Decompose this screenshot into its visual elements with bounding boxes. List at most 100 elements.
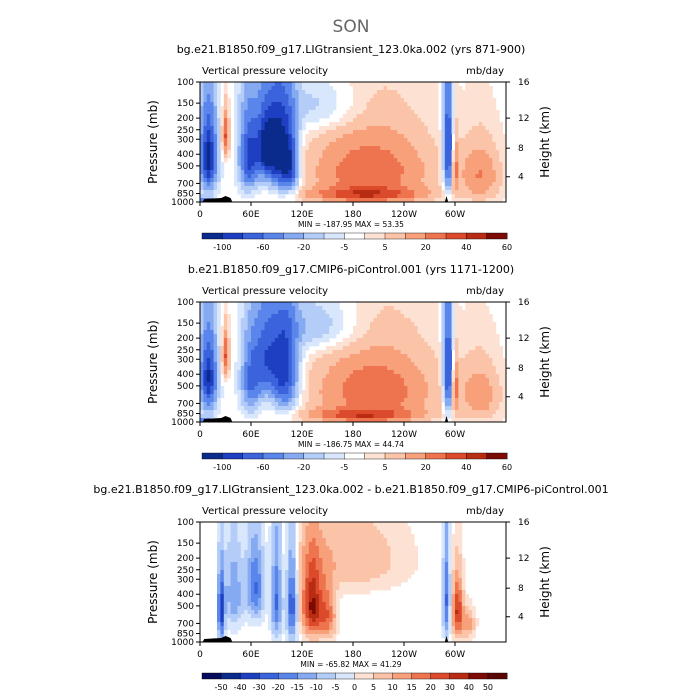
field-cell [410, 334, 415, 339]
field-cell [278, 118, 282, 123]
field-cell [431, 318, 435, 323]
field-cell [213, 366, 218, 371]
field-cell [254, 86, 259, 91]
field-cell [451, 118, 456, 123]
field-cell [223, 110, 228, 115]
field-cell [295, 122, 299, 127]
field-cell [434, 334, 439, 339]
field-cell [281, 310, 286, 315]
field-cell [353, 406, 357, 411]
field-cell [366, 350, 371, 355]
field-cell [288, 94, 293, 99]
field-cell [414, 186, 418, 191]
field-cell [376, 106, 381, 111]
field-cell [234, 150, 238, 155]
field-cell [478, 126, 483, 131]
field-cell [458, 198, 463, 203]
field-cell [210, 130, 214, 135]
field-cell [455, 394, 459, 399]
field-cell [268, 370, 272, 375]
field-cell [308, 334, 313, 339]
field-cell [438, 162, 442, 167]
field-cell [322, 98, 327, 103]
field-cell [390, 194, 395, 199]
field-cell [421, 94, 425, 99]
field-cell [461, 410, 466, 415]
field-cell [251, 394, 255, 399]
field-cell [210, 182, 214, 187]
field-cell [213, 394, 218, 399]
field-cell [421, 138, 425, 143]
field-cell [421, 418, 425, 423]
field-cell [339, 406, 344, 411]
field-cell [305, 318, 310, 323]
field-cell [298, 362, 303, 367]
field-cell [451, 170, 456, 175]
field-cell [325, 410, 330, 415]
field-cell [465, 302, 469, 307]
field-cell [414, 86, 418, 91]
field-cell [397, 362, 401, 367]
field-cell [356, 178, 361, 183]
field-cell [336, 126, 340, 131]
field-cell [353, 98, 357, 103]
field-cell [438, 138, 442, 143]
topography-andes [444, 196, 449, 202]
field-cell [495, 146, 500, 151]
field-cell [336, 142, 340, 147]
field-cell [234, 106, 238, 111]
field-cell [227, 142, 231, 147]
field-cell [244, 122, 248, 127]
field-cell [247, 98, 252, 103]
field-cell [315, 94, 320, 99]
field-cell [478, 350, 483, 355]
field-cell [499, 162, 503, 167]
field-cell [237, 314, 242, 319]
field-cell [305, 182, 310, 187]
field-cell [329, 198, 333, 203]
field-cell [492, 122, 497, 127]
field-cell [427, 382, 432, 387]
field-cell [499, 178, 503, 183]
field-cell [251, 94, 255, 99]
field-cell [458, 106, 463, 111]
field-cell [495, 390, 500, 395]
field-cell [421, 102, 425, 107]
field-cell [363, 130, 367, 135]
field-cell [434, 310, 439, 315]
field-cell [312, 98, 316, 103]
field-cell [217, 126, 221, 131]
field-cell [251, 398, 255, 403]
field-cell [234, 102, 238, 107]
field-cell [363, 166, 367, 171]
field-cell [322, 194, 327, 199]
field-cell [322, 174, 327, 179]
field-cell [407, 194, 412, 199]
field-cell [213, 402, 218, 407]
field-cell [424, 170, 429, 175]
field-cell [400, 386, 405, 391]
field-cell [302, 410, 306, 415]
field-cell [458, 310, 463, 315]
field-cell [278, 146, 282, 151]
field-cell [448, 82, 452, 87]
field-cell [410, 362, 415, 367]
field-cell [410, 182, 415, 187]
field-cell [380, 130, 384, 135]
field-cell [444, 338, 449, 343]
field-cell [281, 398, 286, 403]
field-cell [285, 186, 289, 191]
field-cell [424, 90, 429, 95]
field-cell [359, 106, 364, 111]
field-cell [495, 370, 500, 375]
field-cell [281, 350, 286, 355]
field-cell [451, 402, 456, 407]
field-cell [363, 86, 367, 91]
field-cell [410, 118, 415, 123]
field-cell [315, 390, 320, 395]
field-cell [322, 374, 327, 379]
field-cell [400, 94, 405, 99]
field-cell [274, 178, 279, 183]
field-cell [393, 102, 398, 107]
field-cell [291, 342, 296, 347]
